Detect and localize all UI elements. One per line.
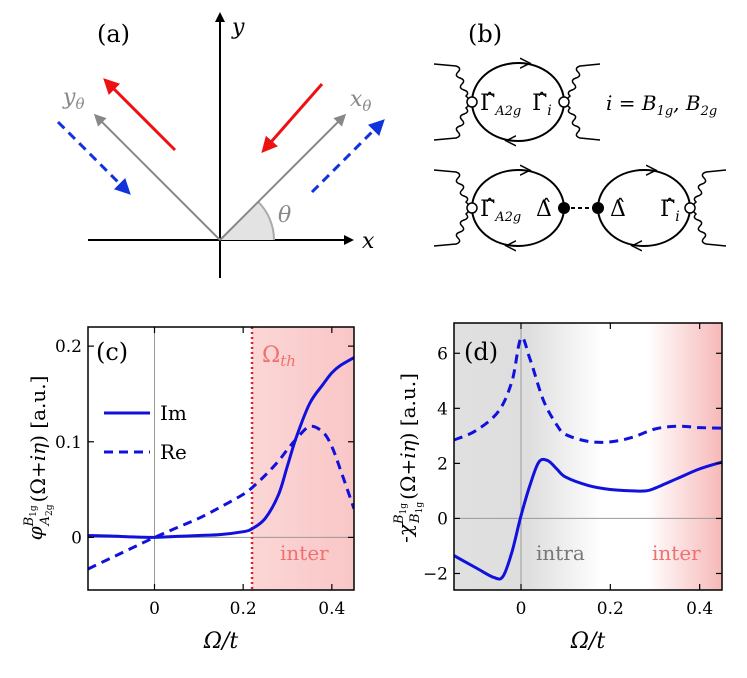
- vertex-i: Γ̂i: [660, 197, 680, 225]
- vertex-i: Γ̂i: [532, 91, 552, 119]
- delta-right: Δ̂: [610, 197, 626, 222]
- inter-shade: [252, 327, 354, 590]
- tick-group: 0 0.2 0.4 0 0.1 0.2: [55, 327, 354, 619]
- x-axis-label: Ω/t: [203, 629, 239, 654]
- delta-left: Δ̂: [536, 197, 552, 222]
- y-tick-label: 6: [437, 344, 448, 364]
- x-theta-axis: [219, 113, 347, 241]
- y-theta-label: yθ: [62, 85, 84, 113]
- intra-region-label: intra: [536, 541, 585, 565]
- x-tick-label: 0.4: [318, 599, 345, 619]
- x-tick-label: 0.4: [686, 599, 713, 619]
- y-tick-label: 2: [437, 454, 448, 474]
- y-axis-label: -χB1gB1g(Ω+iη) [a.u.]: [392, 373, 425, 543]
- y-tick-label: 0: [71, 528, 82, 548]
- photon-line: [563, 101, 601, 141]
- x-axis-label: Ω/t: [570, 629, 606, 654]
- panel-c-chart: 0 0.2 0.400.10.2 (c) Ωth inter Im Re Ω/t φ…: [22, 326, 355, 654]
- red-arrow-left: [103, 78, 177, 152]
- y-tick-label: 0.1: [55, 433, 82, 453]
- series-re-line: [454, 336, 722, 444]
- angle-label: θ: [278, 203, 291, 228]
- vertex-a2g: Γ̂A2g: [480, 197, 521, 225]
- vertex-open: [466, 96, 478, 108]
- y-axis-label: y: [231, 15, 245, 40]
- angle-wedge: [220, 201, 274, 240]
- bubble-diagram-bottom: Γ̂A2g Δ̂ Δ̂ Γ̂i: [433, 169, 727, 247]
- vertex-a2g: Γ̂A2g: [480, 91, 521, 119]
- blue-dashed-arrow-right: [310, 119, 385, 194]
- x-tick-label: 0: [149, 599, 160, 619]
- panel-b: (b) Γ̂A2g Γ̂i i = B1g, B2g: [433, 20, 727, 247]
- x-axis-label: x: [362, 229, 375, 254]
- vertex-filled: [592, 202, 604, 214]
- panel-b-label: (b): [468, 20, 502, 48]
- series-im-line: [454, 457, 722, 581]
- y-theta-axis: [93, 113, 221, 241]
- inter-region-label: inter: [280, 541, 329, 565]
- vertex-open: [558, 96, 570, 108]
- tick-group: 0 0.2 0.4 −2 0 2 4 6: [423, 323, 722, 619]
- plot-frame: [453, 322, 723, 591]
- panel-a-label: (a): [97, 20, 130, 48]
- photon-line: [433, 101, 473, 141]
- index-equation: i = B1g, B2g: [606, 91, 717, 119]
- series-im-line: [88, 356, 354, 539]
- x-theta-label: xθ: [350, 87, 371, 115]
- panel-d-label: (d): [464, 338, 498, 366]
- y-tick-label: 0.2: [55, 337, 82, 357]
- inter-region-label: inter: [652, 541, 701, 565]
- vertex-filled: [558, 202, 570, 214]
- panel-a: (a) x y θ xθ yθ: [56, 12, 385, 278]
- vertex-open: [684, 202, 696, 214]
- blue-dashed-arrow-left: [56, 120, 131, 195]
- legend-re-label: Re: [160, 440, 187, 464]
- photon-line: [689, 207, 727, 247]
- legend: Im Re: [104, 401, 187, 464]
- y-axis-label: φB1gA2g(Ω+iη) [a.u.]: [22, 376, 55, 541]
- bubble-diagram-top: Γ̂A2g Γ̂i: [433, 63, 601, 141]
- legend-im-label: Im: [160, 401, 187, 425]
- y-tick-label: 0: [437, 509, 448, 529]
- photon-line: [433, 169, 473, 209]
- y-tick-label: 4: [437, 399, 448, 419]
- photon-line: [433, 207, 473, 247]
- angle-arc: [257, 201, 276, 241]
- x-tick-label: 0.2: [597, 599, 624, 619]
- region-shade: [454, 323, 722, 590]
- photon-line: [563, 63, 601, 103]
- photon-line: [433, 63, 473, 103]
- panel-d-chart: 0 0.2 0.4 −2 0 2 4 6 (d) intra inter Ω/t -χB1gB…: [392, 322, 723, 654]
- y-tick-label: −2: [423, 564, 448, 584]
- x-tick-label: 0: [516, 599, 527, 619]
- red-arrow-right: [261, 83, 324, 154]
- photon-line: [689, 169, 727, 209]
- panel-c-label: (c): [96, 338, 128, 366]
- vertex-open: [466, 202, 478, 214]
- x-tick-label: 0.2: [230, 599, 257, 619]
- plot-frame: [87, 326, 355, 591]
